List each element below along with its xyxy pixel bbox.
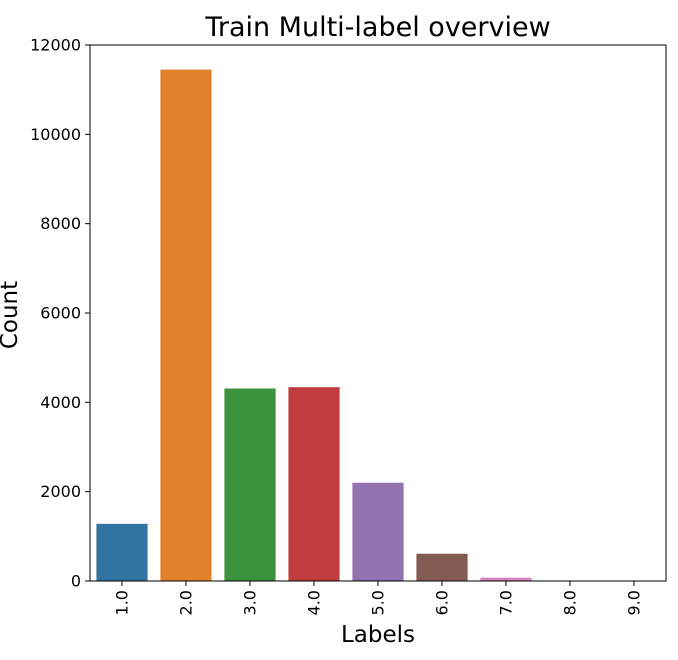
bar-2-0: [160, 70, 211, 581]
x-tick-label: 3.0: [241, 590, 260, 615]
y-tick-label: 10000: [30, 125, 81, 144]
x-tick-label: 5.0: [369, 590, 388, 615]
y-tick-label: 2000: [40, 482, 81, 501]
x-tick-label: 4.0: [305, 590, 324, 615]
y-axis: 0 2000 4000 6000 8000 10000 12000: [30, 36, 90, 591]
y-tick-label: 4000: [40, 393, 81, 412]
x-axis-label: Labels: [341, 622, 415, 648]
y-tick-label: 8000: [40, 214, 81, 233]
x-tick-label: 9.0: [625, 590, 644, 615]
x-axis: 1.0 2.0 3.0 4.0 5.0 6.0 7.0 8.0 9.0: [113, 581, 644, 615]
bar-7-0: [480, 578, 531, 581]
bars-group: [96, 70, 659, 581]
x-tick-label: 2.0: [177, 590, 196, 615]
bar-1-0: [96, 524, 147, 581]
bar-6-0: [416, 554, 467, 581]
y-tick-label: 6000: [40, 304, 81, 323]
y-tick-label: 0: [71, 572, 81, 591]
bar-3-0: [224, 388, 275, 581]
y-axis-label: Count: [0, 281, 23, 349]
x-tick-label: 1.0: [113, 590, 132, 615]
bar-4-0: [288, 387, 339, 581]
x-tick-label: 7.0: [497, 590, 516, 615]
x-tick-label: 8.0: [561, 590, 580, 615]
bar-5-0: [352, 483, 403, 581]
chart-title: Train Multi-label overview: [204, 12, 550, 43]
y-tick-label: 12000: [30, 36, 81, 55]
x-tick-label: 6.0: [433, 590, 452, 615]
